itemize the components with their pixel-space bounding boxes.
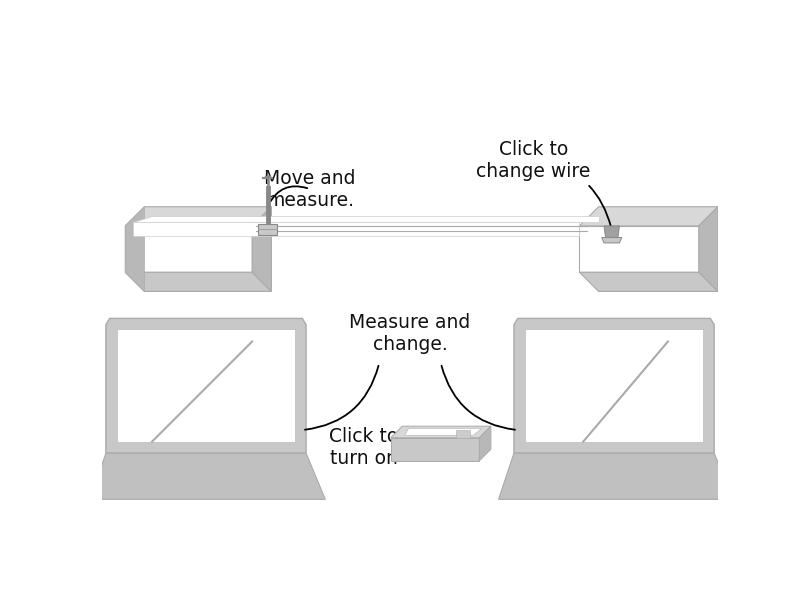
Bar xyxy=(456,430,470,438)
Text: Click to
change wire: Click to change wire xyxy=(476,140,611,227)
Polygon shape xyxy=(498,453,734,499)
Polygon shape xyxy=(125,272,271,292)
Polygon shape xyxy=(125,207,271,226)
Polygon shape xyxy=(479,426,491,461)
Text: Move and
measure.: Move and measure. xyxy=(264,169,356,209)
Polygon shape xyxy=(602,238,622,243)
Polygon shape xyxy=(252,207,271,292)
Polygon shape xyxy=(698,207,718,292)
Polygon shape xyxy=(106,319,306,453)
Polygon shape xyxy=(579,207,718,226)
Polygon shape xyxy=(579,272,718,292)
Polygon shape xyxy=(90,453,326,499)
Polygon shape xyxy=(133,216,598,222)
Polygon shape xyxy=(390,438,479,461)
Polygon shape xyxy=(514,319,714,453)
Text: Measure and
change.: Measure and change. xyxy=(350,313,470,354)
Polygon shape xyxy=(125,226,252,272)
Text: Click to
turn on: Click to turn on xyxy=(329,427,402,468)
Polygon shape xyxy=(579,226,698,272)
Polygon shape xyxy=(405,428,482,436)
Polygon shape xyxy=(604,226,619,238)
Polygon shape xyxy=(125,207,144,292)
Bar xyxy=(117,329,295,442)
Bar xyxy=(525,329,703,442)
Polygon shape xyxy=(133,222,579,236)
Polygon shape xyxy=(390,426,491,438)
Polygon shape xyxy=(258,224,277,235)
